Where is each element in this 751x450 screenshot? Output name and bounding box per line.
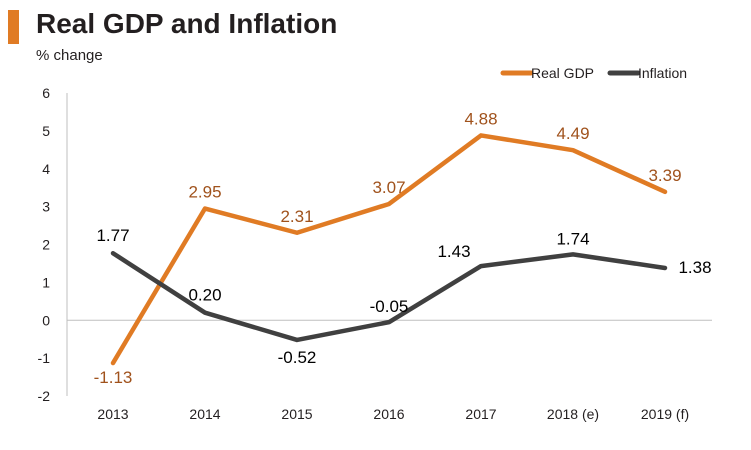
inflation-data-label: 0.20 — [188, 286, 221, 305]
inflation-data-label: 1.38 — [678, 258, 711, 277]
chart-subtitle: % change — [36, 47, 103, 64]
y-tick-label: -1 — [38, 350, 51, 366]
y-tick-label: 2 — [42, 237, 50, 253]
real-gdp-data-label: 2.95 — [188, 183, 221, 202]
x-tick-label: 2018 (e) — [547, 406, 599, 422]
real-gdp-data-label: -1.13 — [94, 368, 133, 387]
real-gdp-data-label: 3.39 — [648, 166, 681, 185]
y-tick-label: 3 — [42, 199, 50, 215]
inflation-data-label: 1.74 — [556, 229, 589, 248]
inflation-data-label: 1.77 — [96, 226, 129, 245]
x-tick-label: 2017 — [465, 406, 496, 422]
x-tick-label: 2014 — [189, 406, 220, 422]
inflation-data-label: -0.05 — [370, 297, 409, 316]
y-tick-label: 5 — [42, 123, 50, 139]
x-tick-label: 2015 — [281, 406, 312, 422]
y-tick-label: 1 — [42, 274, 50, 290]
inflation-series-line — [110, 250, 668, 343]
inflation-data-label: -0.52 — [278, 348, 317, 367]
inflation-data-label: 1.43 — [437, 242, 470, 261]
real-gdp-data-label: 4.88 — [464, 109, 497, 128]
title-accent-bar — [8, 10, 19, 44]
real-gdp-data-label: 4.49 — [556, 124, 589, 143]
x-tick-label: 2019 (f) — [641, 406, 689, 422]
x-tick-label: 2013 — [97, 406, 128, 422]
y-tick-label: 0 — [42, 312, 50, 328]
real-gdp-data-label: 2.31 — [280, 207, 313, 226]
inflation-legend-label: Inflation — [638, 65, 687, 81]
y-tick-label: 4 — [42, 161, 50, 177]
real-gdp-series-line — [110, 133, 668, 366]
y-tick-label: -2 — [38, 388, 51, 404]
chart-title: Real GDP and Inflation — [36, 8, 338, 39]
y-tick-label: 6 — [42, 85, 50, 101]
x-tick-label: 2016 — [373, 406, 404, 422]
real-gdp-legend-label: Real GDP — [531, 65, 594, 81]
real-gdp-data-label: 3.07 — [372, 178, 405, 197]
